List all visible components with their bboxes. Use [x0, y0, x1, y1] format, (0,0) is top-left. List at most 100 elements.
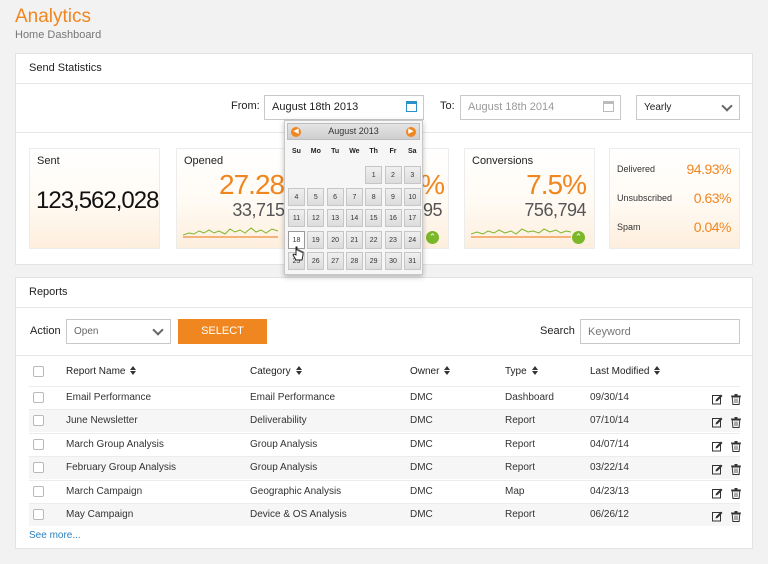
row-checkbox[interactable] — [33, 509, 44, 520]
period-select[interactable]: Yearly — [636, 95, 740, 120]
report-name-cell[interactable]: March Campaign — [66, 485, 143, 497]
datepicker-day[interactable]: 2 — [384, 166, 402, 184]
sent-label: Sent — [37, 155, 60, 167]
datepicker-day[interactable]: 16 — [384, 209, 402, 227]
edit-icon[interactable] — [712, 509, 723, 522]
row-checkbox[interactable] — [33, 485, 44, 497]
trash-icon[interactable] — [731, 486, 741, 499]
datepicker-day[interactable]: 19 — [307, 230, 325, 249]
select-all-checkbox[interactable] — [33, 366, 44, 377]
datepicker-day[interactable]: 29 — [365, 252, 383, 270]
next-month-icon[interactable]: ▶ — [406, 127, 416, 137]
delivered-metric: Delivered 94.93% — [617, 161, 732, 179]
to-date-value: August 18th 2014 — [468, 101, 555, 113]
report-name-cell[interactable]: Email Performance — [66, 392, 152, 403]
datepicker-day[interactable]: 31 — [403, 252, 421, 270]
datepicker-day[interactable]: 5 — [307, 187, 325, 206]
report-name-cell[interactable]: June Newsletter — [66, 415, 138, 427]
panel-title: Reports — [16, 278, 752, 308]
see-more-link[interactable]: See more... — [29, 530, 81, 541]
datepicker-day[interactable]: 4 — [288, 187, 305, 206]
datepicker-day[interactable]: 10 — [403, 187, 421, 206]
from-date-field[interactable]: August 18th 2013 — [264, 95, 424, 120]
table-row[interactable]: February Group Analysis Group Analysis DMC… — [29, 456, 741, 480]
calendar-icon[interactable] — [603, 101, 614, 112]
table-row[interactable]: June Newsletter Deliverability DMC Report 07… — [29, 409, 741, 433]
datepicker-day[interactable]: 3 — [403, 166, 421, 184]
prev-month-icon[interactable]: ◀ — [291, 127, 301, 137]
action-select-value: Open — [74, 326, 99, 337]
datepicker-day[interactable]: 21 — [345, 230, 363, 249]
datepicker-day[interactable]: 9 — [384, 187, 402, 206]
category-cell: Deliverability — [250, 415, 307, 427]
table-row[interactable]: May Campaign Device & OS Analysis DMC Repor… — [29, 503, 741, 526]
last-modified-cell: 03/22/14 — [590, 462, 629, 474]
sort-icon[interactable] — [444, 366, 451, 375]
edit-icon[interactable] — [712, 462, 723, 475]
datepicker-day[interactable]: 24 — [403, 230, 421, 249]
trash-icon[interactable] — [731, 392, 741, 405]
trash-icon[interactable] — [731, 462, 741, 476]
sort-icon[interactable] — [531, 366, 539, 375]
opened-label: Opened — [184, 155, 224, 167]
sort-icon[interactable] — [654, 366, 661, 375]
last-modified-cell: 04/07/14 — [590, 438, 629, 450]
datepicker-day[interactable]: 11 — [288, 209, 305, 227]
trash-icon[interactable] — [731, 415, 741, 429]
datepicker-day[interactable]: 27 — [326, 252, 344, 270]
row-checkbox[interactable] — [33, 415, 44, 427]
sort-icon[interactable] — [295, 366, 303, 375]
row-checkbox[interactable] — [33, 462, 44, 474]
datepicker-day[interactable]: 28 — [345, 252, 363, 270]
column-header-type[interactable]: Type — [505, 365, 539, 377]
datepicker-day[interactable]: 7 — [345, 187, 363, 206]
spam-metric: Spam 0.04% — [617, 219, 732, 237]
datepicker-day[interactable]: 20 — [326, 230, 344, 249]
datepicker-day[interactable]: 13 — [326, 209, 344, 227]
trash-icon[interactable] — [731, 439, 741, 452]
calendar-icon[interactable] — [406, 101, 417, 112]
sort-icon[interactable] — [130, 366, 137, 375]
datepicker-day[interactable]: 14 — [345, 209, 363, 227]
edit-icon[interactable] — [712, 415, 723, 428]
datepicker-day[interactable]: 17 — [403, 209, 421, 227]
datepicker-day[interactable]: 26 — [307, 252, 325, 270]
column-header-category[interactable]: Category — [250, 365, 303, 377]
datepicker-day[interactable]: 15 — [365, 209, 383, 227]
edit-icon[interactable] — [712, 392, 723, 405]
trash-icon[interactable] — [731, 509, 741, 522]
select-button[interactable]: SELECT — [178, 319, 267, 344]
column-header-label: Category — [250, 366, 291, 377]
datepicker-day[interactable]: 8 — [365, 187, 383, 206]
table-row[interactable]: March Group Analysis Group Analysis DMC Rep… — [29, 432, 741, 456]
opened-sparkline — [183, 227, 278, 238]
datepicker-day[interactable]: 23 — [384, 230, 402, 249]
column-header-owner[interactable]: Owner — [410, 365, 451, 377]
column-header-label: Type — [505, 366, 527, 377]
edit-icon[interactable] — [712, 439, 723, 452]
datepicker-day[interactable]: 1 — [365, 166, 383, 184]
datepicker-day[interactable]: 22 — [365, 230, 383, 249]
divider — [16, 355, 752, 356]
report-name-cell[interactable]: March Group Analysis — [66, 438, 164, 450]
datepicker-day[interactable]: 12 — [307, 209, 325, 227]
table-row[interactable]: March Campaign Geographic Analysis DMC Map 0… — [29, 479, 741, 503]
search-input[interactable] — [580, 319, 740, 344]
type-cell: Report — [505, 509, 536, 520]
trend-up-icon: ⌃ — [572, 231, 585, 244]
datepicker-day[interactable]: 6 — [326, 187, 344, 206]
edit-icon[interactable] — [712, 486, 723, 499]
column-header-report-name[interactable]: Report Name — [66, 365, 137, 377]
table-row[interactable]: Email Performance Email Performance DMC Das… — [29, 386, 741, 409]
sent-value: 123,562,028 — [36, 187, 159, 214]
report-name-cell[interactable]: February Group Analysis — [66, 462, 177, 474]
report-name-cell[interactable]: May Campaign — [66, 509, 134, 520]
row-checkbox[interactable] — [33, 392, 44, 403]
column-header-last-modified[interactable]: Last Modified — [590, 365, 661, 377]
datepicker-day[interactable]: 30 — [384, 252, 402, 270]
metric-value: 0.63% — [693, 190, 732, 206]
row-checkbox[interactable] — [33, 438, 44, 450]
action-select[interactable]: Open — [66, 319, 171, 344]
to-date-field[interactable]: August 18th 2014 — [460, 95, 621, 120]
